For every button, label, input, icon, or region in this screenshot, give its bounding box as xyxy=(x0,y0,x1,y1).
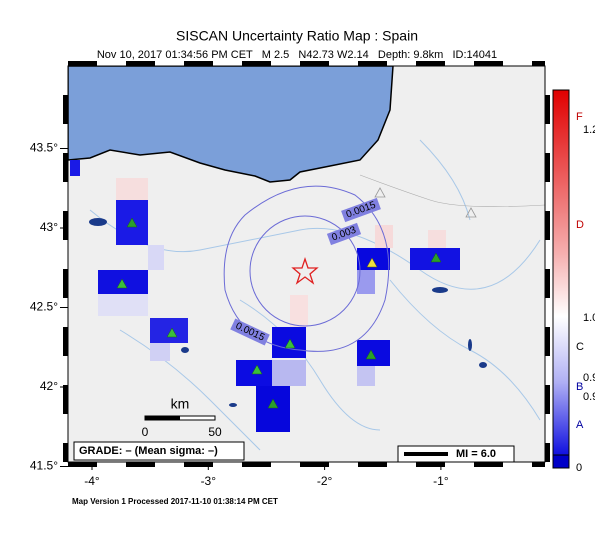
grade: GRADE: – (Mean sigma: –) xyxy=(79,445,218,457)
colorbar-label: F xyxy=(576,111,583,123)
frame-bar xyxy=(68,462,97,467)
colorbar-label: A xyxy=(576,419,584,431)
frame-bar xyxy=(532,61,545,66)
frame-bar xyxy=(126,61,155,66)
colorbar-label: 0.9 xyxy=(583,391,595,403)
legend: MI = 6.0 xyxy=(456,448,496,460)
frame-bar xyxy=(242,61,271,66)
colorbar-label: 1.2 xyxy=(583,124,595,136)
colorbar-label: 1.0 xyxy=(583,312,595,324)
frame-bar xyxy=(545,327,550,356)
frame-bar xyxy=(63,95,68,124)
frame-bar xyxy=(474,61,503,66)
lon-tick-label: -2° xyxy=(317,474,333,488)
lat-tick-label: 42.5° xyxy=(30,300,58,314)
frame-bar xyxy=(416,462,445,467)
frame-bar xyxy=(545,211,550,240)
frame-bar xyxy=(545,153,550,182)
colorbar-label: 0 xyxy=(576,462,582,474)
uncertainty-cells xyxy=(70,160,460,432)
lon-tick-label: -3° xyxy=(201,474,217,488)
epicenter xyxy=(291,256,319,285)
frame: -4° -3° -2° -1° 43.5° 43° 42.5° 42° 41.5° xyxy=(30,61,550,488)
map-area: 0.0015 0.003 0.0015 km 0 50 GRADE: – (Me… xyxy=(68,66,545,462)
frame-bar xyxy=(545,385,550,414)
frame-bar xyxy=(63,269,68,298)
frame-bar xyxy=(532,462,545,467)
legend-box xyxy=(397,445,515,462)
frame-bar xyxy=(358,462,387,467)
frame-bar xyxy=(358,61,387,66)
frame-bar xyxy=(242,462,271,467)
frame-bar xyxy=(63,211,68,240)
colorbar-label: B xyxy=(576,381,583,393)
scale-title: km xyxy=(171,396,190,412)
rivers xyxy=(89,139,541,451)
scale-label: 0 xyxy=(142,425,149,439)
frame-bar xyxy=(68,61,97,66)
footer: Map Version 1 Processed 2017-11-10 01:38… xyxy=(72,497,278,506)
colorbar-label: C xyxy=(576,341,584,353)
frame-bar xyxy=(545,95,550,124)
frame-bar xyxy=(184,462,213,467)
lat-tick-label: 43° xyxy=(40,220,58,234)
colorbar-labels: F1.2 D 1.0 C 0.9B0.9 A 0 xyxy=(576,111,595,474)
colorbar xyxy=(552,89,570,456)
frame-bar xyxy=(545,269,550,298)
ocean xyxy=(68,66,394,183)
frame-bar xyxy=(300,462,329,467)
lat-tick-label: 41.5° xyxy=(30,459,58,473)
subtitle: Nov 10, 2017 01:34:56 PM CET M 2.5 N42.7… xyxy=(97,49,497,61)
stations xyxy=(116,187,477,409)
lon-tick-label: -4° xyxy=(84,474,100,488)
frame-bar xyxy=(545,443,550,462)
frame-bar xyxy=(63,327,68,356)
lakes xyxy=(89,218,487,407)
frame-bar xyxy=(63,443,68,462)
frame-bar xyxy=(474,462,503,467)
title: SISCAN Uncertainty Ratio Map : Spain xyxy=(176,28,418,44)
colorbar-bottom xyxy=(552,454,570,469)
frame-bar xyxy=(63,153,68,182)
contours xyxy=(223,185,390,352)
grade-box xyxy=(73,441,245,461)
scale-label: 50 xyxy=(208,425,222,439)
frame-bar xyxy=(184,61,213,66)
borders xyxy=(359,174,545,207)
frame-bar xyxy=(300,61,329,66)
frame-bar xyxy=(63,385,68,414)
colorbar-label: 0.9 xyxy=(583,372,595,384)
scale-bar: km 0 50 xyxy=(142,396,222,439)
colorbar-label: D xyxy=(576,219,584,231)
frame-bar xyxy=(416,61,445,66)
lat-tick-label: 42° xyxy=(40,379,58,393)
lat-tick-label: 43.5° xyxy=(30,141,58,155)
lon-tick-label: -1° xyxy=(433,474,449,488)
frame-bar xyxy=(126,462,155,467)
